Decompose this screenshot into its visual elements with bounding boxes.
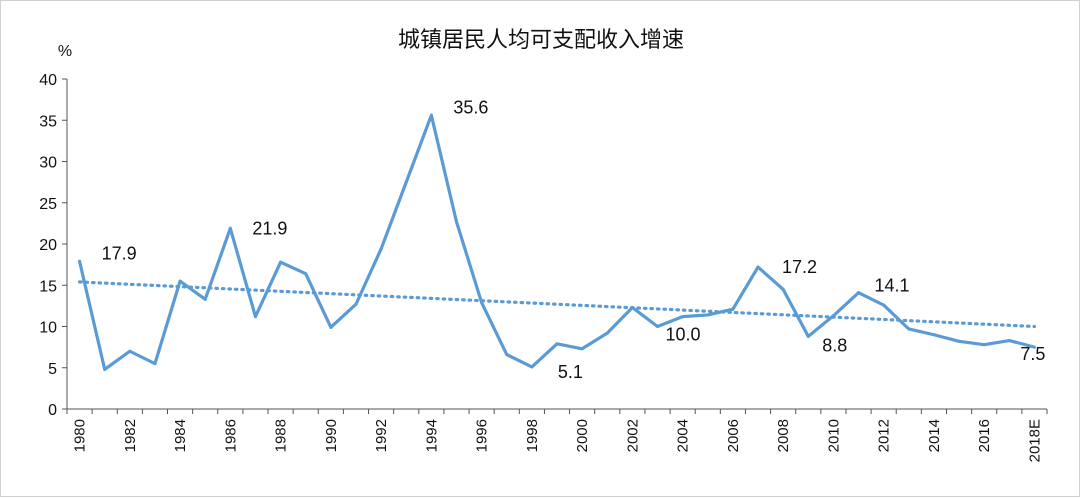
x-tick-label: 1994 xyxy=(423,419,440,452)
x-tick-label: 1996 xyxy=(474,419,491,452)
data-point xyxy=(379,247,383,251)
data-point xyxy=(681,315,685,319)
y-tick-label: 10 xyxy=(39,320,57,337)
data-point xyxy=(756,265,760,269)
y-tick-label: 5 xyxy=(48,361,57,378)
data-label: 17.9 xyxy=(102,243,137,263)
x-tick-label: 1984 xyxy=(172,419,189,452)
data-point xyxy=(907,327,911,331)
data-labels: 17.9 21.9 35.6 5.1 10.0 17.2 8.8 14.1 7.5 xyxy=(102,97,1046,382)
data-label: 7.5 xyxy=(1020,344,1045,364)
data-point xyxy=(706,313,710,317)
data-point xyxy=(128,349,132,353)
data-point xyxy=(429,113,433,117)
y-tick-label: 40 xyxy=(39,72,57,89)
data-point xyxy=(78,259,82,263)
x-axis: 1980 1982 1984 1986 1988 1990 1992 1994 1996 1998… xyxy=(66,408,1048,462)
data-point xyxy=(932,333,936,337)
data-point xyxy=(228,226,232,230)
data-point xyxy=(1032,345,1036,349)
data-point xyxy=(404,180,408,184)
data-point xyxy=(153,362,157,366)
data-label: 35.6 xyxy=(453,97,488,117)
x-tick-label: 2014 xyxy=(926,419,943,452)
data-point xyxy=(178,279,182,283)
data-point xyxy=(731,307,735,311)
data-point xyxy=(279,260,283,264)
y-tick-label: 20 xyxy=(39,237,57,254)
data-point xyxy=(580,347,584,351)
y-tick-label: 0 xyxy=(48,402,57,419)
x-tick-label: 1988 xyxy=(273,419,290,452)
data-point xyxy=(203,297,207,301)
data-point xyxy=(781,287,785,291)
data-point xyxy=(806,334,810,338)
data-point xyxy=(530,365,534,369)
data-label: 14.1 xyxy=(875,276,910,296)
y-tick-label: 30 xyxy=(39,155,57,172)
x-tick-label: 1990 xyxy=(323,419,340,452)
data-label: 5.1 xyxy=(558,362,583,382)
data-label: 10.0 xyxy=(666,325,701,345)
data-point xyxy=(454,220,458,224)
data-point xyxy=(555,342,559,346)
series-line xyxy=(77,113,1037,371)
data-label: 21.9 xyxy=(252,218,287,238)
x-tick-label: 2010 xyxy=(825,419,842,452)
x-tick-label: 1986 xyxy=(222,419,239,452)
y-tick-label: 35 xyxy=(39,113,57,130)
data-point xyxy=(329,325,333,329)
data-point xyxy=(656,325,660,328)
y-tick-label: 15 xyxy=(39,278,57,295)
x-tick-label: 2002 xyxy=(624,419,641,452)
data-point xyxy=(605,331,609,335)
x-tick-label: 1992 xyxy=(373,419,390,452)
x-tick-label: 1998 xyxy=(524,419,541,452)
data-point xyxy=(304,272,308,276)
chart-title: 城镇居民人均可支配收入增速 xyxy=(398,28,684,53)
series-group xyxy=(77,113,1037,371)
data-point xyxy=(253,315,257,319)
x-tick-label: 1980 xyxy=(72,419,89,452)
x-tick-label: 2006 xyxy=(725,419,742,452)
y-tick-label: 25 xyxy=(39,196,57,213)
data-point xyxy=(1007,339,1011,343)
y-axis: 0 5 10 15 20 25 30 35 40 xyxy=(39,72,68,419)
data-label: 17.2 xyxy=(782,257,817,277)
data-point xyxy=(982,343,986,347)
x-tick-label: 2004 xyxy=(675,419,692,452)
data-point xyxy=(857,291,861,295)
x-tick-label: 1982 xyxy=(122,419,139,452)
x-tick-label: 2018E xyxy=(1026,419,1043,462)
x-tick-label: 2012 xyxy=(876,419,893,452)
x-tick-label: 2016 xyxy=(976,419,993,452)
data-label: 8.8 xyxy=(822,335,847,355)
y-axis-unit: % xyxy=(58,43,72,60)
x-tick-label: 2008 xyxy=(775,419,792,452)
data-point xyxy=(505,353,509,357)
x-tick-label: 2000 xyxy=(574,419,591,452)
data-point xyxy=(354,302,358,306)
data-point xyxy=(480,301,484,305)
data-point xyxy=(103,367,107,371)
data-point xyxy=(630,306,634,310)
data-point xyxy=(882,303,886,307)
data-point xyxy=(957,339,961,343)
data-point xyxy=(831,314,835,318)
